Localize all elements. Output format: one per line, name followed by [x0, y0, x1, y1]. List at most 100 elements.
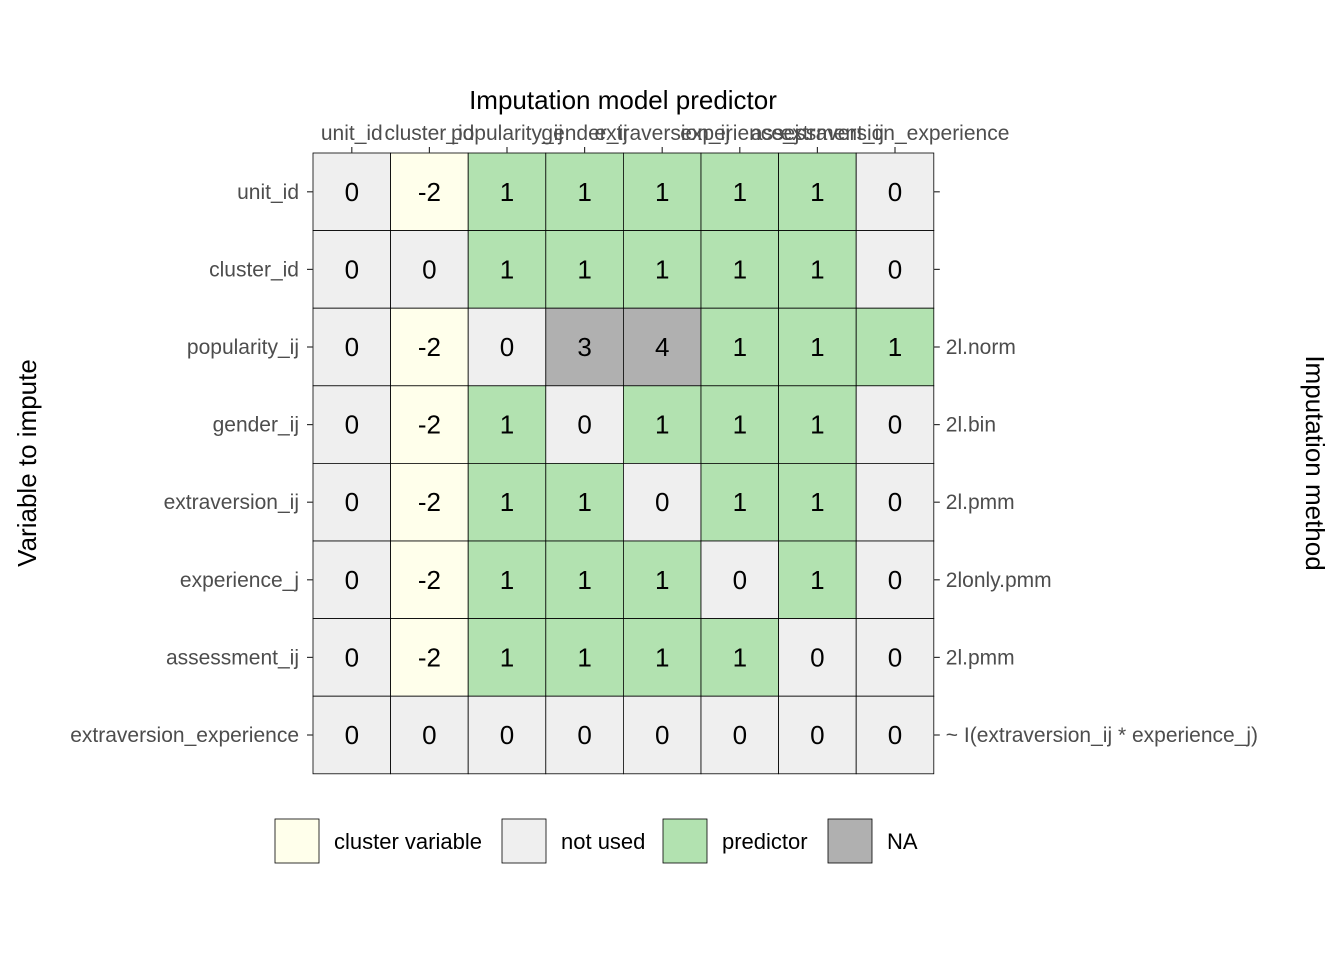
cell-value-label: 1 — [733, 177, 747, 207]
cell-value-label: 1 — [500, 487, 514, 517]
cell-value-label: 1 — [733, 254, 747, 284]
heatmap-cell — [700, 307, 779, 387]
cell-value-label: 0 — [655, 487, 669, 517]
cell-value-label: 0 — [422, 720, 436, 750]
method-axis-title: Imputation method — [1300, 355, 1330, 570]
heatmap-cell — [390, 695, 469, 775]
heatmap-cell — [623, 462, 702, 542]
method-tick-label: 2l.bin — [946, 414, 996, 437]
heatmap-cells: 0 -2 1 1 1 1 1 0 0 0 1 1 1 1 1 0 0 -2 0 3 4 1 1 1 0 -2 1 0 1 1 1 0 0 -2 1 1… — [312, 152, 935, 775]
heatmap-cell — [467, 618, 547, 697]
cell-value-label: -2 — [418, 642, 441, 672]
cell-value-label: 0 — [345, 177, 359, 207]
x-tick-label: assessment_ij — [751, 122, 884, 145]
heatmap-cell — [700, 152, 779, 231]
heatmap-cell — [700, 618, 779, 697]
x-tick-label: extraversion_ij — [594, 122, 729, 145]
heatmap-cell — [778, 540, 857, 619]
heatmap-cell — [855, 540, 935, 619]
method-tick-label: ~ I(extraversion_ij * experience_j) — [946, 724, 1258, 747]
x-tick-label: cluster_id — [384, 122, 474, 145]
cell-value-label: 0 — [577, 410, 591, 440]
x-axis-ticks: unit_id cluster_idpopularity_ijgender_ije… — [321, 122, 1009, 153]
y-tick-label: cluster_id — [209, 258, 299, 281]
cell-value-label: 1 — [577, 487, 591, 517]
cell-value-label: 0 — [422, 254, 436, 284]
cell-value-label: 1 — [810, 487, 824, 517]
heatmap-cell — [778, 462, 857, 542]
y-tick-label: popularity_ij — [187, 336, 299, 359]
heatmap-cell — [855, 618, 935, 697]
cell-value-label: 1 — [888, 332, 902, 362]
cell-value-label: 0 — [345, 720, 359, 750]
cell-value-label: 0 — [345, 332, 359, 362]
heatmap-cell — [390, 152, 469, 231]
cell-value-label: 1 — [655, 565, 669, 595]
heatmap-cell — [623, 230, 702, 309]
heatmap-cell — [390, 230, 469, 309]
cell-value-label: 3 — [577, 332, 591, 362]
cell-value-label: 1 — [500, 410, 514, 440]
cell-value-label: 0 — [500, 332, 514, 362]
heatmap-cell — [623, 695, 702, 775]
cell-value-label: 0 — [888, 254, 902, 284]
heatmap-cell — [623, 307, 702, 387]
cell-value-label: 0 — [810, 720, 824, 750]
heatmap-cell — [778, 307, 857, 387]
heatmap-cell — [855, 230, 935, 309]
y-tick-label: extraversion_experience — [70, 724, 299, 747]
heatmap-cell — [312, 152, 391, 231]
heatmap-cell — [545, 230, 624, 309]
cell-value-label: 1 — [577, 565, 591, 595]
legend-key — [274, 818, 320, 864]
cell-value-label: 0 — [810, 642, 824, 672]
heatmap-cell — [855, 152, 935, 231]
heatmap-cell — [855, 695, 935, 775]
heatmap-cell — [545, 695, 624, 775]
cell-value-label: 0 — [888, 177, 902, 207]
heatmap-cell — [390, 618, 469, 697]
heatmap-cell — [390, 307, 469, 387]
heatmap-cell — [778, 618, 857, 697]
y-axis-ticks: unit_id cluster_id popularity_ij gender_ije… — [70, 181, 313, 747]
method-tick-label: 2l.norm — [946, 336, 1016, 359]
cell-value-label: -2 — [418, 487, 441, 517]
cell-value-label: -2 — [418, 332, 441, 362]
heatmap-cell — [623, 618, 702, 697]
heatmap-cell — [778, 385, 857, 464]
cell-value-label: 0 — [655, 720, 669, 750]
method-tick-label: 2l.pmm — [946, 491, 1015, 514]
legend-label: NA — [887, 829, 918, 854]
cell-value-label: 1 — [810, 177, 824, 207]
x-tick-label: experience_j — [680, 122, 799, 145]
cell-value-label: 1 — [655, 254, 669, 284]
legend-label: predictor — [722, 829, 808, 854]
legend: cluster variable not used predictor NA — [274, 818, 918, 864]
cell-value-label: 0 — [733, 565, 747, 595]
method-tick-label: 2lonly.pmm — [946, 569, 1052, 592]
cell-value-label: -2 — [418, 177, 441, 207]
cell-value-label: 1 — [500, 642, 514, 672]
heatmap-cell — [467, 462, 547, 542]
heatmap-cell — [467, 540, 547, 619]
y-tick-label: unit_id — [237, 181, 299, 204]
cell-value-label: 0 — [888, 720, 902, 750]
x-tick-label: gender_ij — [541, 122, 627, 145]
heatmap-cell — [390, 540, 469, 619]
x-tick-label: unit_id — [321, 122, 383, 145]
cell-value-label: 1 — [733, 487, 747, 517]
y-tick-label: assessment_ij — [166, 646, 299, 669]
cell-value-label: 1 — [810, 332, 824, 362]
legend-key — [501, 818, 547, 864]
heatmap-cell — [545, 152, 624, 231]
legend-key — [827, 818, 873, 864]
heatmap-cell — [700, 695, 779, 775]
cell-value-label: 1 — [733, 410, 747, 440]
cell-value-label: 0 — [733, 720, 747, 750]
heatmap-cell — [700, 230, 779, 309]
cell-value-label: 1 — [655, 410, 669, 440]
cell-value-label: 0 — [888, 410, 902, 440]
heatmap-cell — [623, 152, 702, 231]
cell-value-label: 1 — [810, 565, 824, 595]
cell-value-label: 0 — [888, 565, 902, 595]
